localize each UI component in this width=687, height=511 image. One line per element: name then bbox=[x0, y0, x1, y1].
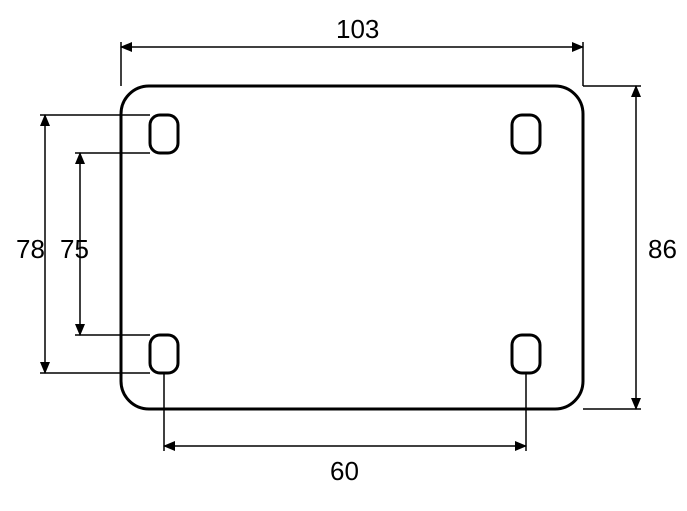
mounting-slots bbox=[150, 115, 540, 373]
slot-bottom-right bbox=[512, 335, 540, 373]
dimension-right: 86 bbox=[583, 86, 677, 409]
dimension-left-inner: 75 bbox=[60, 153, 150, 335]
dimension-right-label: 86 bbox=[648, 234, 677, 264]
dimension-left-outer-label: 78 bbox=[16, 234, 45, 264]
mounting-plate bbox=[121, 86, 583, 409]
dimension-bottom: 60 bbox=[164, 373, 526, 486]
dimension-top-label: 103 bbox=[336, 14, 379, 44]
slot-top-left bbox=[150, 115, 178, 153]
slot-top-right bbox=[512, 115, 540, 153]
dimension-left-inner-label: 75 bbox=[60, 234, 89, 264]
slot-bottom-left bbox=[150, 335, 178, 373]
dimension-bottom-label: 60 bbox=[330, 456, 359, 486]
dimension-top: 103 bbox=[121, 14, 583, 86]
